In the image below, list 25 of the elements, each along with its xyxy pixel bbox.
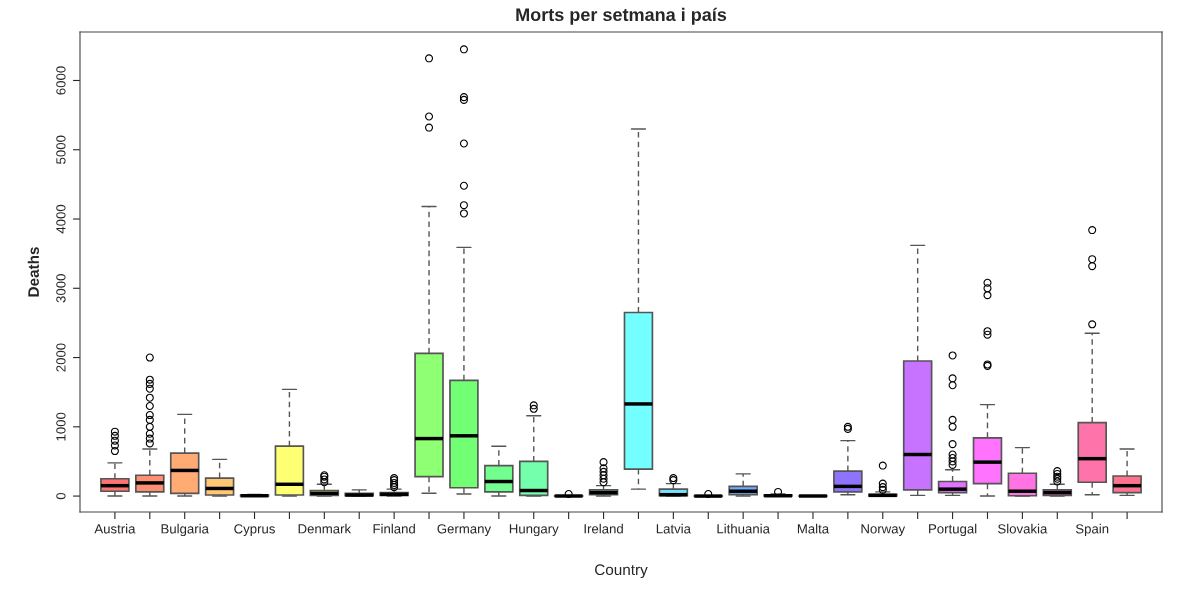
x-tick-label: Malta: [797, 523, 830, 534]
x-tick-label: Slovakia: [998, 523, 1048, 534]
x-tick-label: Ireland: [584, 523, 623, 534]
y-tick-label: 5000: [56, 135, 66, 164]
x-tick-label: Cyprus: [234, 524, 275, 537]
y-tick-label: 3000: [56, 274, 66, 303]
x-tick-label: Hungary: [509, 524, 559, 537]
x-tick-label: Lithuania: [717, 523, 770, 534]
x-tick-label: Bulgaria: [161, 523, 209, 537]
y-tick-label: 1000: [56, 412, 66, 441]
y-tick-label: 6000: [56, 66, 66, 95]
y-tick-label: 2000: [56, 343, 66, 372]
x-tick-label: Finland: [373, 523, 415, 534]
y-tick-label: 0: [56, 492, 66, 500]
x-tick-label: Spain: [1075, 523, 1109, 537]
x-axis-title: Country: [595, 564, 648, 579]
y-axis-title: Deaths: [27, 247, 39, 297]
y-tick-label: 4000: [56, 204, 66, 234]
x-tick-label: Germany: [437, 524, 492, 537]
chart-title: Morts per setmana i país: [516, 7, 727, 25]
x-tick-label: Denmark: [298, 523, 352, 534]
x-tick-label: Portugal: [929, 523, 977, 537]
x-tick-label: Austria: [94, 523, 136, 534]
x-tick-label: Norway: [861, 524, 906, 537]
x-tick-label: Latvia: [656, 523, 691, 534]
